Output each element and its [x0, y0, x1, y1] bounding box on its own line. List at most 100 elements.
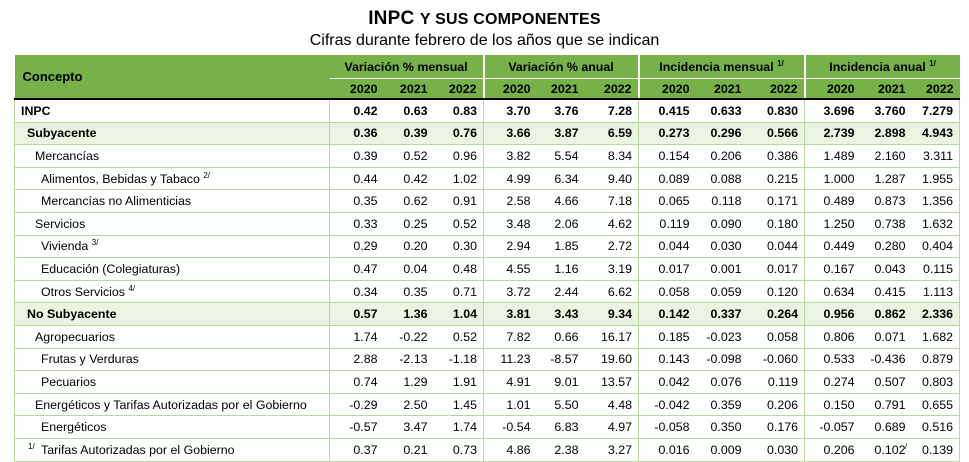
value-cell: 0.04 [383, 257, 434, 281]
value-cell: 0.37 [329, 438, 384, 462]
table-row: Agropecuarios 1.74 -0.22 0.52 7.82 0.66 16.17 0… [14, 325, 961, 349]
row-label: Pecuarios [14, 370, 330, 394]
value-cell: 3.87 [536, 122, 585, 146]
group-label: Incidencia anual [829, 59, 926, 74]
value-cell: 0.016 [638, 438, 696, 462]
value-cell: 1.85 [536, 235, 585, 259]
value-cell: 3.70 [483, 99, 537, 123]
value-cell: 0.96 [433, 144, 484, 168]
value-cell: 0.120 [747, 280, 805, 304]
value-cell: -0.023 [695, 325, 748, 349]
value-cell: 1.632 [911, 212, 961, 236]
value-cell: 0.143 [638, 348, 696, 372]
value-cell: 4.99 [483, 167, 537, 191]
value-cell: 2.58 [483, 189, 537, 213]
value-cell: 0.206 [804, 438, 861, 462]
value-cell: 2.06 [536, 212, 585, 236]
value-cell: 0.102 [860, 438, 912, 462]
value-cell: 0.39 [329, 144, 384, 168]
row-label: Agropecuarios [14, 325, 330, 349]
value-cell: 1.29 [383, 370, 434, 394]
value-cell: -0.54 [483, 415, 537, 439]
value-cell: 0.35 [383, 280, 434, 304]
value-cell: 0.171 [747, 189, 805, 213]
header-year: 2020 [637, 78, 696, 100]
value-cell: 0.042 [638, 370, 696, 394]
row-label-text: No Subyacente [27, 307, 117, 322]
value-cell: 0.058 [638, 280, 696, 304]
page-title: INPC Y SUS COMPONENTES [0, 8, 969, 31]
row-label: INPC [14, 99, 330, 123]
value-cell: 4.55 [483, 257, 537, 281]
table-row: Tarifas Autorizadas por el Gobierno 0.37 0… [14, 438, 961, 462]
value-cell: 0.337 [695, 302, 748, 326]
header-year: 2022 [584, 78, 639, 100]
row-label: Tarifas Autorizadas por el Gobierno [14, 438, 330, 462]
value-cell: 1.02 [433, 167, 484, 191]
value-cell: 0.29 [329, 235, 384, 259]
value-cell: -0.098 [695, 348, 748, 372]
value-cell: 0.25 [383, 212, 434, 236]
title-main: INPC [368, 8, 415, 29]
value-cell: 2.898 [860, 122, 912, 146]
value-cell: 3.43 [536, 302, 585, 326]
value-cell: 0.633 [695, 99, 748, 123]
page-subtitle: Cifras durante febrero de los años que s… [309, 32, 660, 49]
header-year: 2020 [329, 78, 384, 100]
row-label-text: Vivienda [41, 239, 89, 254]
row-label-text: INPC [21, 103, 51, 118]
value-cell: 0.150 [804, 393, 861, 417]
value-cell: 0.862 [860, 302, 912, 326]
value-cell: 0.404 [911, 235, 961, 259]
value-cell: 7.18 [584, 189, 639, 213]
value-cell: 0.36 [329, 122, 384, 146]
value-cell: 0.73 [433, 438, 484, 462]
value-cell: 3.48 [483, 212, 537, 236]
value-cell: 1.955 [911, 167, 961, 191]
value-cell: -0.57 [329, 415, 384, 439]
value-cell: 7.82 [483, 325, 537, 349]
value-cell: 0.264 [747, 302, 805, 326]
row-label: Otros Servicios 4/ [14, 280, 330, 304]
value-cell: 3.72 [483, 280, 537, 304]
value-cell: 0.274 [804, 370, 861, 394]
row-label-text: Educación (Colegiaturas) [41, 261, 181, 276]
value-cell: 3.311 [911, 144, 961, 168]
value-cell: 19.60 [584, 348, 639, 372]
table-row: Educación (Colegiaturas) 0.47 0.04 0.48 4.55… [14, 257, 961, 281]
value-cell: 4.97 [584, 415, 639, 439]
value-cell: 0.119 [747, 370, 805, 394]
value-cell: 0.280 [860, 235, 912, 259]
value-cell: 0.52 [433, 325, 484, 349]
value-cell: 0.215 [747, 167, 805, 191]
value-cell: 0.62 [383, 189, 434, 213]
value-cell: 0.42 [329, 99, 384, 123]
value-cell: 3.760 [860, 99, 912, 123]
group-label: Incidencia mensual [659, 59, 774, 74]
value-cell: 0.35 [329, 189, 384, 213]
value-cell: 0.059 [695, 280, 748, 304]
value-cell: 6.59 [584, 122, 639, 146]
value-cell: 0.634 [804, 280, 861, 304]
title-rest: Y SUS COMPONENTES [419, 11, 601, 28]
value-cell: 4.91 [483, 370, 537, 394]
value-cell: 6.62 [584, 280, 639, 304]
row-label-text: Pecuarios [41, 374, 97, 389]
value-cell: 0.090 [695, 212, 748, 236]
footnote-mark: 1/ [777, 58, 784, 68]
value-cell: 11.23 [483, 348, 537, 372]
value-cell: 0.180 [747, 212, 805, 236]
value-cell: 0.516 [911, 415, 961, 439]
value-cell: 3.47 [383, 415, 434, 439]
row-label: Alimentos, Bebidas y Tabaco 2/ [14, 167, 330, 191]
header-group-inc-anual: Incidencia anual 1/ [803, 55, 960, 79]
value-cell: 0.83 [433, 99, 484, 123]
value-cell: 0.044 [747, 235, 805, 259]
header-year: 2021 [695, 78, 748, 100]
value-cell: -2.13 [383, 348, 434, 372]
value-cell: 0.76 [433, 122, 484, 146]
table-row: Energéticos -0.57 3.47 1.74 -0.54 6.83 4.97 -0.… [14, 415, 961, 439]
value-cell: 0.089 [638, 167, 696, 191]
value-cell: 16.17 [584, 325, 639, 349]
value-cell: 0.044 [638, 235, 696, 259]
